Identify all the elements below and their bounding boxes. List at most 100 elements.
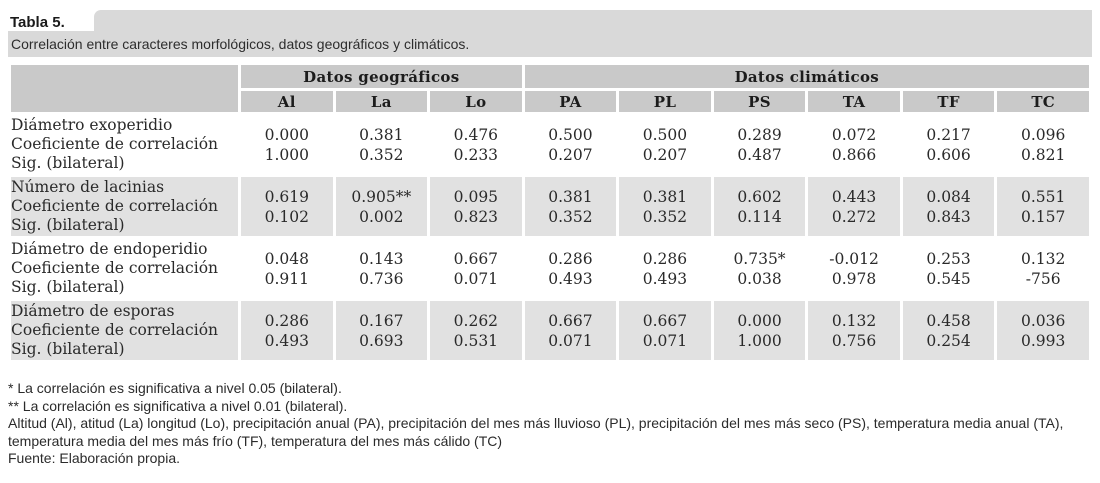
row-label-line: Sig. (bilateral) bbox=[11, 154, 125, 172]
correlation-coefficient-value: 0.143 bbox=[359, 249, 404, 268]
row-label-line: Coeficiente de correlación bbox=[11, 321, 219, 339]
correlation-coefficient-value: 0.000 bbox=[737, 311, 782, 330]
table-caption: Correlación entre caracteres morfológico… bbox=[11, 36, 470, 52]
column-header-ps: PS bbox=[710, 88, 809, 115]
significance-value: 0.545 bbox=[926, 269, 971, 288]
stub-cell bbox=[8, 62, 241, 115]
significance-value: 0.823 bbox=[453, 207, 499, 226]
value-cell: 0.048 0.911 bbox=[238, 236, 336, 301]
correlation-coefficient-value: 0.289 bbox=[737, 125, 782, 144]
correlation-coefficient-value: 0.381 bbox=[359, 125, 404, 144]
value-cell: 0.084 0.843 bbox=[899, 174, 998, 239]
correlation-coefficient-value: 0.667 bbox=[642, 311, 688, 330]
value-cell: 0.905** 0.002 bbox=[332, 174, 431, 239]
correlation-coefficient-value: 0.602 bbox=[737, 187, 782, 206]
value-cell: 0.132 -756 bbox=[994, 236, 1092, 301]
group-header-climatic: Datos climáticos bbox=[521, 62, 1093, 91]
value-cell: 0.381 0.352 bbox=[332, 112, 431, 177]
significance-value: 0.993 bbox=[1021, 331, 1066, 350]
significance-value: 0.911 bbox=[264, 269, 309, 288]
correlation-coefficient-value: 0.381 bbox=[548, 187, 593, 206]
correlation-coefficient-value: 0.500 bbox=[642, 125, 688, 144]
value-cell: 0.619 0.102 bbox=[238, 174, 336, 239]
value-cell: 0.072 0.866 bbox=[805, 112, 903, 177]
column-header-lo: Lo bbox=[427, 88, 525, 115]
significance-value: 0.233 bbox=[453, 145, 499, 164]
column-header-ta: TA bbox=[805, 88, 903, 115]
group-header-geographic: Datos geográficos bbox=[238, 62, 525, 91]
footnote-source: Fuente: Elaboración propia. bbox=[8, 450, 180, 466]
significance-value: 0.531 bbox=[453, 331, 499, 350]
correlation-coefficient-value: 0.458 bbox=[926, 311, 971, 330]
value-cell: 0.381 0.352 bbox=[521, 174, 620, 239]
correlation-coefficient-value: 0.381 bbox=[642, 187, 688, 206]
value-cell: 0.602 0.114 bbox=[710, 174, 809, 239]
value-cell: 0.381 0.352 bbox=[616, 174, 714, 239]
significance-value: 0.352 bbox=[548, 207, 593, 226]
significance-value: 0.071 bbox=[548, 331, 593, 350]
value-cell: 0.667 0.071 bbox=[427, 236, 525, 301]
significance-value: 0.272 bbox=[831, 207, 877, 226]
row-label-line: Coeficiente de correlación bbox=[11, 135, 219, 153]
significance-value: 0.736 bbox=[359, 269, 404, 288]
significance-value: 0.254 bbox=[926, 331, 971, 350]
correlation-coefficient-value: 0.667 bbox=[548, 311, 593, 330]
value-cell: 0.289 0.487 bbox=[710, 112, 809, 177]
significance-value: 0.002 bbox=[359, 207, 404, 226]
row-label: Número de lacinias Coeficiente de correla… bbox=[8, 174, 241, 239]
row-label: Diámetro exoperidio Coeficiente de correl… bbox=[8, 112, 241, 177]
significance-value: 0.493 bbox=[264, 331, 309, 350]
row-label: Diámetro de esporas Coeficiente de correl… bbox=[8, 298, 241, 363]
significance-value: 0.352 bbox=[359, 145, 404, 164]
column-header-la: La bbox=[332, 88, 431, 115]
significance-value: 0.038 bbox=[737, 269, 782, 288]
correlation-coefficient-value: 0.286 bbox=[642, 249, 688, 268]
column-header-tf: TF bbox=[899, 88, 998, 115]
value-cell: 0.262 0.531 bbox=[427, 298, 525, 363]
table-header: Datos geográficos Datos climáticos Al La… bbox=[8, 62, 1093, 115]
correlation-coefficient-value: 0.096 bbox=[1021, 125, 1066, 144]
significance-value: 0.207 bbox=[548, 145, 593, 164]
row-label: Diámetro de endoperidio Coeficiente de co… bbox=[8, 236, 241, 301]
correlation-coefficient-value: 0.036 bbox=[1021, 311, 1066, 330]
significance-value: 0.493 bbox=[642, 269, 688, 288]
value-cell: 0.036 0.993 bbox=[994, 298, 1092, 363]
value-cell: 0.253 0.545 bbox=[899, 236, 998, 301]
significance-value: 0.606 bbox=[926, 145, 971, 164]
value-cell: 0.551 0.157 bbox=[994, 174, 1092, 239]
row-label-line: Número de lacinias bbox=[11, 178, 165, 196]
column-header-tc: TC bbox=[994, 88, 1092, 115]
value-cell: 0.286 0.493 bbox=[616, 236, 714, 301]
correlation-coefficient-value: 0.072 bbox=[831, 125, 877, 144]
significance-value: 0.843 bbox=[926, 207, 971, 226]
row-label-line: Sig. (bilateral) bbox=[11, 216, 125, 234]
value-cell: 0.286 0.493 bbox=[238, 298, 336, 363]
correlation-coefficient-value: 0.905** bbox=[351, 187, 412, 206]
row-label-line: Diámetro de esporas bbox=[11, 302, 175, 320]
significance-value: 0.071 bbox=[453, 269, 499, 288]
significance-value: 0.756 bbox=[831, 331, 877, 350]
correlation-coefficient-value: -0.012 bbox=[829, 249, 879, 268]
table-row: Diámetro de endoperidio Coeficiente de co… bbox=[8, 236, 1092, 301]
significance-value: 0.821 bbox=[1021, 145, 1066, 164]
table-row: Diámetro de esporas Coeficiente de correl… bbox=[8, 298, 1092, 363]
table-caption-block: Tabla 5. Correlación entre caracteres mo… bbox=[8, 10, 1092, 57]
significance-value: -756 bbox=[1025, 269, 1061, 288]
value-cell: 0.096 0.821 bbox=[994, 112, 1092, 177]
row-label-line: Sig. (bilateral) bbox=[11, 278, 125, 296]
correlation-coefficient-value: 0.048 bbox=[264, 249, 309, 268]
column-header-pl: PL bbox=[616, 88, 714, 115]
value-cell: 0.458 0.254 bbox=[899, 298, 998, 363]
correlation-coefficient-value: 0.500 bbox=[548, 125, 593, 144]
significance-value: 0.071 bbox=[642, 331, 688, 350]
table-row: Diámetro exoperidio Coeficiente de correl… bbox=[8, 112, 1092, 177]
correlation-table: Datos geográficos Datos climáticos Al La… bbox=[8, 62, 1093, 363]
correlation-coefficient-value: 0.132 bbox=[831, 311, 877, 330]
significance-value: 0.693 bbox=[359, 331, 404, 350]
value-cell: 0.132 0.756 bbox=[805, 298, 903, 363]
value-cell: 0.167 0.693 bbox=[332, 298, 431, 363]
column-header-pa: PA bbox=[521, 88, 620, 115]
column-header-al: Al bbox=[238, 88, 336, 115]
significance-value: 0.487 bbox=[737, 145, 782, 164]
significance-value: 0.493 bbox=[548, 269, 593, 288]
